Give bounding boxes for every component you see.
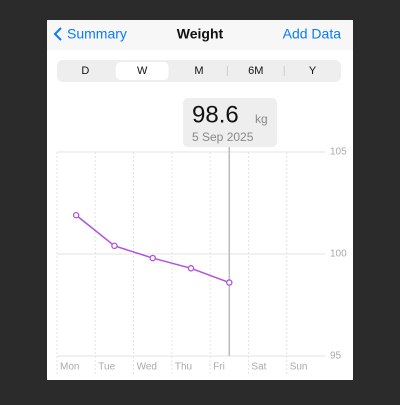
- y-tick-label: 105: [330, 147, 347, 158]
- x-tick-label: Thu: [175, 362, 192, 373]
- nav-bar: [47, 20, 353, 50]
- segment[interactable]: M: [194, 65, 203, 77]
- back-button[interactable]: Summary: [67, 26, 127, 42]
- callout: [183, 98, 277, 147]
- y-tick-label: 100: [330, 249, 347, 260]
- segment-selected: [115, 62, 169, 80]
- data-point: [187, 265, 195, 272]
- data-point: [72, 211, 80, 219]
- nav-title: Weight: [177, 26, 224, 42]
- data-point: [111, 242, 118, 250]
- callout-unit: kg: [255, 112, 268, 126]
- add-data-button[interactable]: Add Data: [283, 26, 342, 42]
- segment[interactable]: D: [81, 65, 89, 77]
- back-chevron[interactable]: [53, 27, 62, 41]
- segment[interactable]: Y: [309, 65, 317, 77]
- x-tick-label: Sat: [251, 362, 266, 373]
- callout-date: 5 Sep 2025: [192, 130, 254, 144]
- segment[interactable]: 6M: [248, 65, 263, 77]
- x-tick-label: Wed: [137, 362, 157, 373]
- x-tick-label: Tue: [98, 362, 115, 373]
- x-tick-label: Mon: [60, 362, 79, 373]
- data-point: [149, 254, 156, 262]
- data-point: [226, 279, 233, 286]
- x-tick-label: Sun: [290, 362, 308, 373]
- x-tick-label: Fri: [213, 362, 225, 373]
- y-tick-label: 95: [330, 351, 342, 362]
- segment[interactable]: W: [137, 65, 148, 77]
- callout-value: 98.6: [192, 101, 239, 128]
